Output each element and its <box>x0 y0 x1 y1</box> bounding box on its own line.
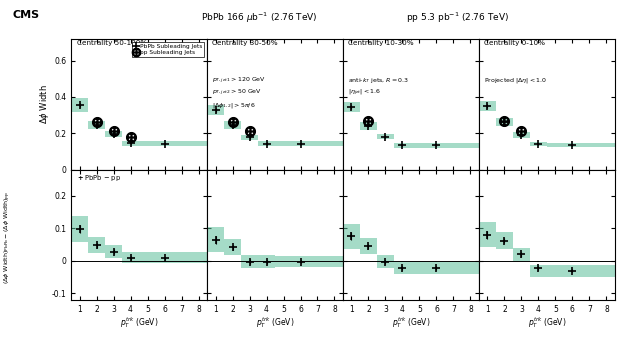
Bar <box>394 262 479 274</box>
Bar <box>343 224 360 249</box>
Text: Centrality 50-100%: Centrality 50-100% <box>77 40 146 46</box>
Text: pp 5.3 pb$^{-1}$ (2.76 TeV): pp 5.3 pb$^{-1}$ (2.76 TeV) <box>406 10 509 24</box>
X-axis label: $p_T^{trk}$ (GeV): $p_T^{trk}$ (GeV) <box>120 315 158 330</box>
Bar <box>479 222 496 247</box>
Bar <box>241 255 275 268</box>
Bar <box>122 252 207 263</box>
Text: Centrality 0-10%: Centrality 0-10% <box>485 40 546 46</box>
Bar <box>88 121 105 129</box>
X-axis label: $p_T^{trk}$ (GeV): $p_T^{trk}$ (GeV) <box>392 315 430 330</box>
Text: $\mathbf{+}$ PbPb $-$ pp: $\mathbf{+}$ PbPb $-$ pp <box>77 174 121 183</box>
Text: CMS: CMS <box>12 10 40 20</box>
Y-axis label: $\Delta\phi$ Width: $\Delta\phi$ Width <box>38 84 51 124</box>
Bar <box>224 239 241 255</box>
Bar <box>139 141 207 146</box>
X-axis label: $p_T^{trk}$ (GeV): $p_T^{trk}$ (GeV) <box>256 315 294 330</box>
Bar <box>377 134 394 139</box>
Bar <box>258 141 275 146</box>
Text: $p_{T,jet1} > 120$ GeV
$p_{T,jet2} > 50$ GeV
$|\Delta\phi_{1,2}| > 5\pi/6$: $p_{T,jet1} > 120$ GeV $p_{T,jet2} > 50$… <box>213 76 266 109</box>
Bar <box>275 256 343 267</box>
Bar <box>207 105 224 116</box>
Legend: PbPb Subleading Jets, pp Subleading Jets: PbPb Subleading Jets, pp Subleading Jets <box>132 42 204 57</box>
Bar <box>496 118 513 126</box>
Bar <box>547 143 615 147</box>
Bar <box>513 248 530 261</box>
Bar <box>411 143 479 147</box>
Bar <box>71 98 88 112</box>
Bar <box>207 227 224 252</box>
Bar <box>479 101 496 112</box>
Bar <box>360 122 377 130</box>
Text: PbPb 166 $\mu$b$^{-1}$ (2.76 TeV): PbPb 166 $\mu$b$^{-1}$ (2.76 TeV) <box>201 10 318 24</box>
Bar <box>394 143 411 147</box>
Bar <box>275 141 343 146</box>
Bar <box>360 238 377 254</box>
Text: $(\Delta\phi\ \mathrm{Width})_{\mathrm{PbPb}} - (\Delta\phi\ \mathrm{Width})_{\m: $(\Delta\phi\ \mathrm{Width})_{\mathrm{P… <box>3 191 14 284</box>
Bar <box>105 245 122 258</box>
Bar <box>105 131 122 137</box>
Bar <box>343 101 360 113</box>
X-axis label: $p_T^{trk}$ (GeV): $p_T^{trk}$ (GeV) <box>528 315 566 330</box>
Bar <box>377 255 394 268</box>
Bar <box>513 132 530 138</box>
Text: Centrality 30-50%: Centrality 30-50% <box>213 40 278 46</box>
Text: Centrality 10-30%: Centrality 10-30% <box>349 40 414 46</box>
Bar <box>241 135 258 140</box>
Bar <box>530 265 615 277</box>
Bar <box>530 142 547 146</box>
Text: anti-$k_T$ jets, $R = 0.3$
$|\eta_{jet}| < 1.6$: anti-$k_T$ jets, $R = 0.3$ $|\eta_{jet}|… <box>349 76 410 97</box>
Bar <box>122 141 139 145</box>
Bar <box>496 233 513 249</box>
Bar <box>224 121 241 129</box>
Bar <box>71 216 88 242</box>
Bar <box>88 237 105 253</box>
Text: Projected $|\Delta\eta| < 1.0$: Projected $|\Delta\eta| < 1.0$ <box>485 76 548 84</box>
